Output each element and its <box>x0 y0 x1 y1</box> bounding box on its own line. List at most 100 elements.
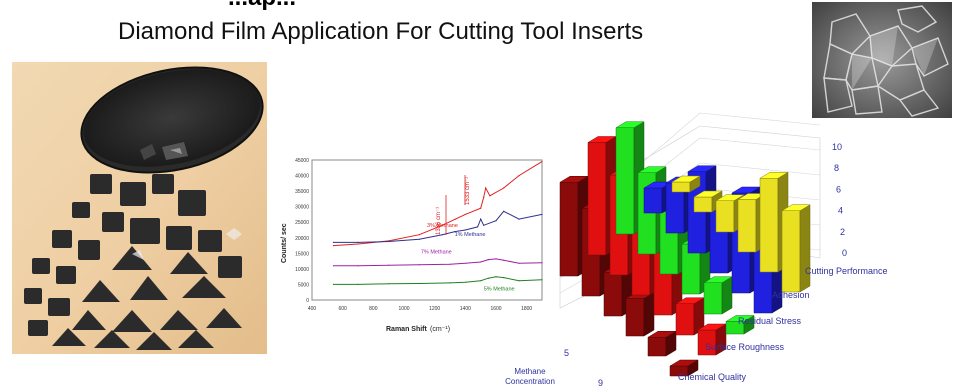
raman-x-tick-3: 1000 <box>398 306 409 312</box>
slide-subtitle: Diamond Film Application For Cutting Too… <box>118 18 644 45</box>
bar3d-row-label-0: Cutting Performance <box>805 266 888 276</box>
raman-point-1-13 <box>541 213 543 215</box>
raman-point-2-11 <box>541 262 543 264</box>
raman-point-1-5 <box>454 231 456 233</box>
raman-peak-markers <box>445 175 466 235</box>
raman-point-0-4 <box>441 224 443 226</box>
raman-y-tick-4: 20000 <box>295 236 309 242</box>
raman-point-0-11 <box>503 187 505 189</box>
raman-y-axis-label: Counts/ sec <box>281 223 288 263</box>
raman-point-0-10 <box>489 195 491 197</box>
bar3d-row-label-1: Adhesion <box>772 290 810 300</box>
raman-x-tick-5: 1400 <box>460 306 471 312</box>
raman-point-1-11 <box>503 210 505 212</box>
raman-point-3-6 <box>480 280 482 282</box>
raman-point-2-5 <box>464 262 466 264</box>
raman-y-tick-2: 10000 <box>295 267 309 273</box>
raman-point-2-3 <box>418 264 420 266</box>
raman-y-tick-0: 0 <box>306 298 309 304</box>
raman-peak-label-1336: 1336 cm⁻¹ <box>436 207 442 235</box>
raman-point-3-0 <box>332 283 335 285</box>
raman-point-2-2 <box>388 264 390 266</box>
raman-y-tick-9: 45000 <box>295 158 309 164</box>
raman-spectrum-chart: 0 5000 10000 15000 20000 25000 30000 35000 40000… <box>281 158 543 333</box>
bar3d-z-tick-labels: 0 2 4 6 8 10 <box>832 142 847 258</box>
bar3d-column-tick-9: 9 <box>598 378 603 388</box>
raman-line-3 <box>333 276 543 285</box>
raman-point-3-4 <box>449 282 451 284</box>
raman-point-0-5 <box>454 218 457 220</box>
raman-point-1-1 <box>357 241 359 243</box>
raman-series-label-0: 3% Methane <box>427 223 458 229</box>
bar3d-bar-r0-c5 <box>781 204 811 293</box>
raman-x-axis-label: Raman Shift <box>386 326 428 333</box>
raman-point-1-12 <box>518 218 520 220</box>
raman-y-tick-6: 30000 <box>295 205 309 211</box>
sem-micrograph-photo <box>812 2 952 118</box>
raman-point-2-0 <box>332 265 335 267</box>
raman-line-2 <box>333 258 543 267</box>
bar3d-column-axis-title-line1: Methane <box>514 367 546 376</box>
raman-series-label-3: 5% Methane <box>484 287 515 293</box>
bar3d-bar-r4-c4 <box>647 330 677 357</box>
bar3d-bars <box>559 121 811 377</box>
raman-point-3-7 <box>487 277 489 279</box>
raman-y-tick-7: 35000 <box>295 189 309 195</box>
raman-y-tick-1: 5000 <box>298 282 309 288</box>
raman-series-label-2: 7% Methane <box>421 249 452 255</box>
raman-point-3-2 <box>388 283 390 285</box>
bar3d-grid-h-8 <box>699 137 821 151</box>
raman-x-tick-7: 1800 <box>521 306 532 312</box>
raman-point-2-8 <box>495 258 497 260</box>
raman-peak-label-1533: 1533 cm⁻¹ <box>465 177 471 205</box>
raman-point-0-8 <box>483 196 485 198</box>
raman-x-tick-6: 1600 <box>490 306 501 312</box>
raman-point-1-10 <box>495 220 497 222</box>
raman-point-1-9 <box>483 224 485 226</box>
bar3d-z-tick-1: 2 <box>840 227 845 237</box>
raman-y-tick-labels: 0 5000 10000 15000 20000 25000 30000 35000 40000… <box>295 158 309 304</box>
raman-series-lines <box>332 161 543 285</box>
bar3d-z-tick-3: 6 <box>836 184 841 194</box>
bar3d-z-tick-0: 0 <box>842 248 847 258</box>
raman-point-3-10 <box>518 280 520 282</box>
raman-x-axis-unit: (cm⁻¹) <box>430 326 450 333</box>
raman-point-0-3 <box>418 234 420 236</box>
raman-point-2-10 <box>518 262 520 264</box>
bar3d-row-label-4: Chemical Quality <box>678 372 747 382</box>
raman-point-1-4 <box>441 234 443 236</box>
raman-point-0-9 <box>485 187 487 189</box>
bar3d-grid-h-6 <box>699 162 821 176</box>
raman-x-tick-0: 400 <box>308 306 317 312</box>
raman-x-tick-1: 600 <box>338 306 347 312</box>
raman-point-3-1 <box>357 283 359 285</box>
raman-point-3-3 <box>418 282 420 285</box>
page-title-fragment: ...ap... <box>228 0 296 10</box>
raman-point-3-11 <box>541 279 543 281</box>
raman-point-2-9 <box>503 259 505 261</box>
bar3d-row-labels: Cutting Performance Adhesion Residual Stre… <box>678 266 888 382</box>
bar3d-bar-r2-c5 <box>725 315 755 335</box>
raman-line-1 <box>333 210 543 243</box>
bar3d-bar-r3-c4 <box>675 297 705 336</box>
raman-x-tick-labels: 400 600 800 1000 1200 1400 1600 1800 <box>308 306 533 312</box>
quality-3d-bar-chart: 0 2 4 6 8 10 Cutting Performance Adhesion Resid… <box>505 112 888 388</box>
page-title-clipped: ...ap... <box>228 0 348 10</box>
raman-point-0-6 <box>464 213 466 215</box>
raman-point-1-6 <box>464 229 466 231</box>
raman-point-1-3 <box>418 238 420 240</box>
raman-point-0-1 <box>357 243 359 245</box>
raman-point-2-6 <box>480 261 482 263</box>
raman-y-tick-3: 15000 <box>295 251 309 257</box>
raman-point-2-1 <box>357 265 359 267</box>
raman-point-1-0 <box>332 241 335 243</box>
raman-series-label-1: 1% Methane <box>455 232 486 238</box>
raman-point-2-4 <box>449 263 451 265</box>
raman-x-tick-4: 1200 <box>429 306 440 312</box>
raman-point-0-0 <box>332 245 335 247</box>
bar3d-bar-r4-c3 <box>625 292 655 337</box>
raman-point-3-9 <box>503 277 505 279</box>
bar3d-row-label-3: Surface Roughness <box>705 342 785 352</box>
raman-line-0 <box>333 161 543 247</box>
raman-point-2-7 <box>487 259 489 261</box>
